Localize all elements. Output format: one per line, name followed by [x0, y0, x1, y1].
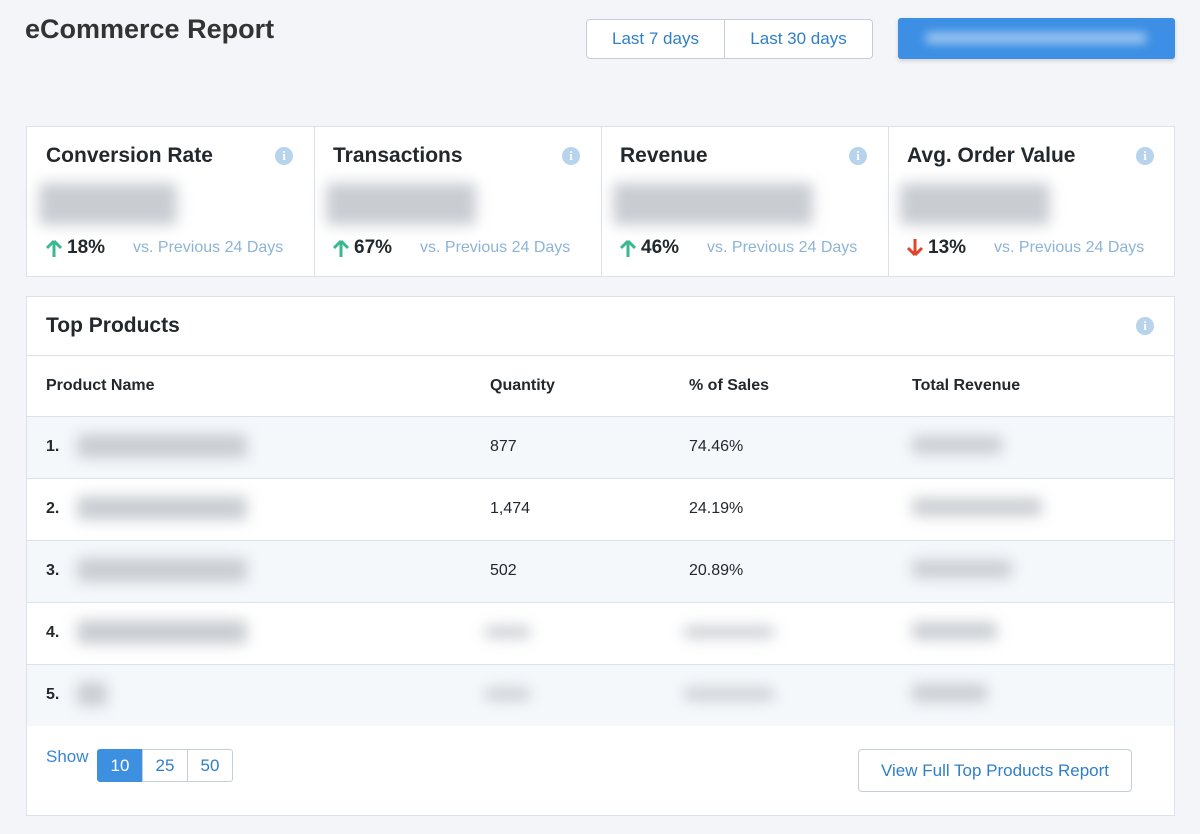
divider [27, 355, 1174, 356]
range-button[interactable]: Last 30 days [724, 19, 873, 59]
rank: 5. [46, 686, 60, 703]
redacted-name [77, 496, 247, 520]
redacted-value [900, 183, 1050, 225]
column-header: Quantity [490, 377, 555, 394]
divider [314, 127, 315, 276]
page-size-button[interactable]: 50 [187, 749, 233, 782]
rank: 3. [46, 562, 60, 579]
redacted-name [77, 558, 247, 582]
change-percent: 46% [641, 237, 680, 258]
redacted-cell [485, 626, 530, 638]
page-size-button[interactable]: 10 [97, 749, 143, 782]
arrow-icon [906, 239, 924, 257]
info-icon[interactable]: i [562, 147, 580, 165]
redacted-name [77, 682, 107, 706]
column-header: Total Revenue [912, 377, 1021, 394]
info-icon[interactable]: i [275, 147, 293, 165]
quantity: 1,474 [490, 500, 531, 517]
arrow-up [332, 238, 350, 258]
redacted-name [77, 434, 247, 458]
info-icon[interactable]: i [849, 147, 867, 165]
redacted-revenue [912, 436, 1002, 454]
redacted-value [326, 183, 476, 225]
rank: 2. [46, 500, 60, 517]
redacted-revenue [912, 560, 1012, 578]
arrow-up [619, 238, 637, 258]
comparison-label: vs. Previous 24 Days [420, 239, 571, 256]
column-header: % of Sales [689, 377, 770, 394]
change-percent: 13% [928, 237, 967, 258]
date-picker[interactable] [898, 18, 1175, 59]
change-percent: 18% [67, 237, 106, 258]
divider [888, 127, 889, 276]
sales-share: 20.89% [689, 562, 744, 579]
top-products-card: Top Products i Show View Full Top Produc… [26, 296, 1175, 816]
redacted-date [926, 33, 1146, 43]
show-label: Show [46, 747, 89, 766]
rank: 4. [46, 624, 60, 641]
metric-title: Revenue [620, 144, 708, 167]
report-button[interactable]: View Full Top Products Report [858, 749, 1132, 792]
quantity: 502 [490, 562, 517, 579]
redacted-revenue [912, 622, 997, 640]
info-icon[interactable]: i [1136, 317, 1154, 335]
metric-title: Transactions [333, 144, 463, 167]
metrics-card: Conversion Rate i 18% vs. Previous 24 Days T… [26, 126, 1175, 277]
range-button[interactable]: Last 7 days [586, 19, 725, 59]
redacted-cell [684, 688, 774, 700]
sales-share: 24.19% [689, 500, 744, 517]
redacted-value [39, 183, 177, 225]
change-percent: 67% [354, 237, 393, 258]
redacted-revenue [912, 684, 987, 702]
comparison-label: vs. Previous 24 Days [707, 239, 858, 256]
arrow-up [45, 238, 63, 258]
redacted-revenue [912, 498, 1042, 516]
sales-share: 74.46% [689, 438, 744, 455]
comparison-label: vs. Previous 24 Days [994, 239, 1145, 256]
table-row [27, 664, 1174, 726]
metric-title: Conversion Rate [46, 144, 213, 167]
redacted-value [613, 183, 813, 225]
comparison-label: vs. Previous 24 Days [133, 239, 284, 256]
redacted-name [77, 620, 247, 644]
metric-title: Avg. Order Value [907, 144, 1076, 167]
page-title: eCommerce Report [25, 14, 275, 44]
divider [601, 127, 602, 276]
arrow-icon [619, 239, 637, 257]
info-icon[interactable]: i [1136, 147, 1154, 165]
arrow-icon [45, 239, 63, 257]
rank: 1. [46, 438, 60, 455]
arrow-down [906, 238, 924, 258]
redacted-cell [684, 626, 774, 638]
arrow-icon [332, 239, 350, 257]
quantity: 877 [490, 438, 517, 455]
column-header: Product Name [46, 377, 155, 394]
card-title: Top Products [46, 314, 180, 337]
page-size-button[interactable]: 25 [142, 749, 188, 782]
redacted-cell [485, 688, 530, 700]
